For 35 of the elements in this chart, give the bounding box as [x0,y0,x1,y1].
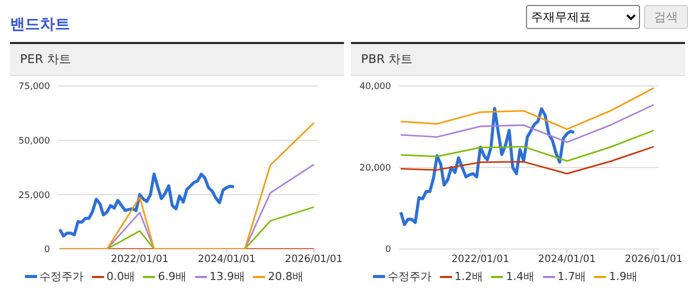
line-series [400,146,654,174]
legend-label: 수정주가 [388,269,432,284]
x-tick-label: 2022/01/01 [452,254,510,266]
y-tick-label: 25,000 [18,190,50,201]
x-tick-label: 2026/01/01 [285,254,343,266]
legend-label: 13.9배 [210,269,245,284]
y-tick-label: 75,000 [18,82,50,92]
line-series [400,87,654,130]
legend-label: 6.9배 [158,269,186,284]
y-tick-label: 40,000 [360,82,392,92]
chart-title: PBR 차트 [351,44,685,76]
legend-label: 20.8배 [268,269,304,284]
text: 밴드차트 [10,15,70,34]
line-series [399,106,576,226]
x-tick-label: 2024/01/01 [198,254,256,266]
legend-label: 1.4배 [506,269,534,284]
legend-label: 1.2배 [454,269,483,284]
y-tick-label: 0 [385,245,392,256]
x-tick-label: 2024/01/01 [538,254,596,266]
line-series [58,172,236,238]
legend-label: 수정주가 [40,269,84,284]
legend-label: 1.7배 [558,269,586,284]
x-tick-label: 2022/01/01 [110,254,169,266]
y-tick-label: 20,000 [360,164,392,174]
x-tick-label: 2026/01/01 [624,254,682,266]
legend-label: 1.9배 [609,269,638,284]
y-tick-label: 50,000 [18,136,50,147]
y-tick-label: 0 [44,245,50,256]
line-series [400,104,654,143]
legend-label: 0.0배 [106,269,135,284]
line-series [59,122,315,249]
chart-title: PER 차트 [10,44,344,76]
statement-select: 주재무제표 [526,5,640,29]
line-series [400,130,654,162]
search-button: 검색 [644,5,688,29]
